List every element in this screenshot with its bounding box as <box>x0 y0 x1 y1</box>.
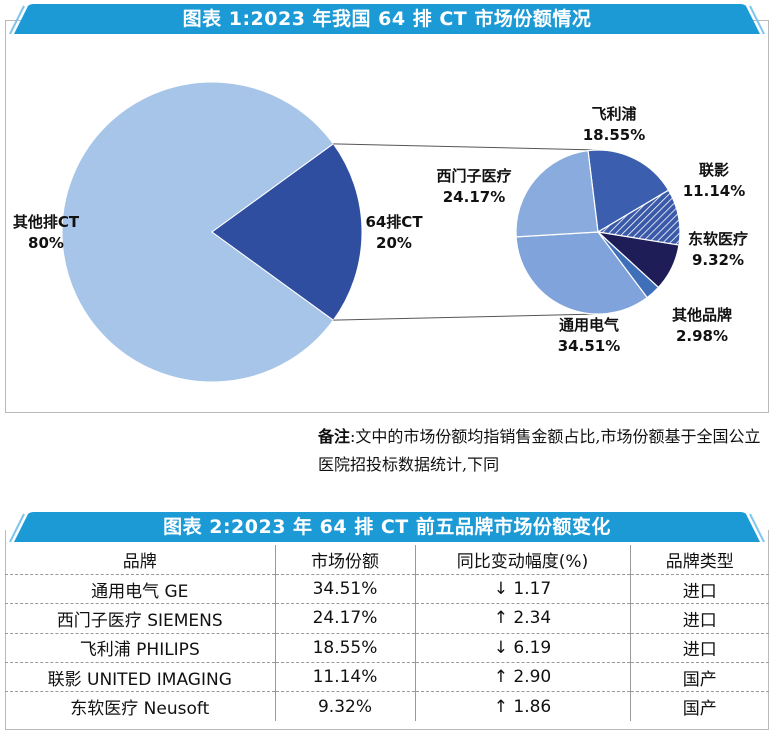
footnote: 备注:文中的市场份额均指销售金额占比,市场份额基于全国公立医院招投标数据统计,下… <box>318 423 770 479</box>
slice-other-ct <box>61 81 335 383</box>
header-change: 同比变动幅度(%) <box>415 545 631 575</box>
header-type: 品牌类型 <box>630 545 769 575</box>
breakdown-pie <box>515 149 681 315</box>
label-neusoft: 东软医疗 9.32% <box>688 230 748 269</box>
connector-bottom <box>333 313 599 321</box>
cell-type: 进口 <box>630 603 769 634</box>
header-brand: 品牌 <box>5 545 276 575</box>
cell-brand: 东软医疗 Neusoft <box>5 691 276 722</box>
cell-change: ↑ 2.34 <box>415 603 631 634</box>
connector-top <box>333 143 599 151</box>
cell-brand: 飞利浦 PHILIPS <box>5 633 276 664</box>
cell-share: 24.17% <box>275 603 416 634</box>
table-row: 联影 UNITED IMAGING 11.14% ↑ 2.90 国产 <box>5 662 769 693</box>
figure2-banner: 图表 2:2023 年 64 排 CT 前五品牌市场份额变化 <box>8 512 766 542</box>
cell-change: ↑ 1.86 <box>415 691 631 722</box>
pie-labels: 其他排CT 80% 64排CT 20% 飞利浦 18.55% 联影 11.14% 东软医疗 9.3… <box>13 105 748 355</box>
label-other-ct: 其他排CT 80% <box>13 213 80 252</box>
slice-64-ct <box>211 143 363 321</box>
slice-siemens <box>515 149 599 238</box>
label-64-ct: 64排CT 20% <box>365 213 423 252</box>
cell-type: 进口 <box>630 633 769 664</box>
figure1-title: 图表 1:2023 年我国 64 排 CT 市场份额情况 <box>182 8 592 30</box>
cell-type: 国产 <box>682 699 717 720</box>
cell-change: ↑ 2.90 <box>415 662 631 693</box>
pie-charts: 其他排CT 80% 64排CT 20% 飞利浦 18.55% 联影 11.14% 东软医疗 9.3… <box>13 81 748 383</box>
table-row: 飞利浦 PHILIPS 18.55% ↓ 6.19 进口 <box>5 633 769 664</box>
label-philips: 飞利浦 18.55% <box>583 105 645 144</box>
footnote-text: :文中的市场份额均指销售金额占比,市场份额基于全国公立医院招投标数据统计,下同 <box>318 427 761 474</box>
cell-type: 国产 <box>630 662 769 693</box>
label-united-imaging: 联影 11.14% <box>683 161 745 200</box>
banner-shape <box>9 512 765 542</box>
connector-lines <box>333 143 599 321</box>
cell-share: 18.55% <box>275 633 416 664</box>
cell-share: 9.32% <box>275 691 416 722</box>
footnote-label: 备注 <box>318 427 351 446</box>
cell-share: 11.14% <box>275 662 416 693</box>
cell-brand: 西门子医疗 SIEMENS <box>5 603 276 634</box>
table-row: 通用电气 GE 34.51% ↓ 1.17 进口 <box>5 574 769 605</box>
label-ge: 通用电气 34.51% <box>558 316 620 355</box>
figure1-banner: 图表 1:2023 年我国 64 排 CT 市场份额情况 <box>8 4 766 34</box>
cell-change: ↓ 1.17 <box>415 574 631 605</box>
main-pie <box>61 81 363 383</box>
slice-philips <box>587 149 670 233</box>
slice-ge <box>515 231 649 315</box>
label-other-brands: 其他品牌 2.98% <box>672 306 732 345</box>
cell-change: ↓ 6.19 <box>415 633 631 664</box>
table-header-row: 品牌 市场份额 同比变动幅度(%) 品牌类型 <box>5 545 769 575</box>
table-row: 东软医疗 Neusoft 9.32% ↑ 1.86 国产 <box>5 691 769 722</box>
brand-share-table: 品牌 市场份额 同比变动幅度(%) 品牌类型 通用电气 GE 34.51% ↓ … <box>5 545 769 722</box>
cell-type: 进口 <box>630 574 769 605</box>
figure2-title: 图表 2:2023 年 64 排 CT 前五品牌市场份额变化 <box>163 516 611 538</box>
cell-share: 34.51% <box>275 574 416 605</box>
cell-brand: 联影 UNITED IMAGING <box>5 662 276 693</box>
label-siemens: 西门子医疗 24.17% <box>436 167 511 206</box>
header-share: 市场份额 <box>275 545 416 575</box>
cell-brand: 通用电气 GE <box>5 574 276 605</box>
banner-shape <box>9 4 765 34</box>
table-row: 西门子医疗 SIEMENS 24.17% ↑ 2.34 进口 <box>5 603 769 634</box>
